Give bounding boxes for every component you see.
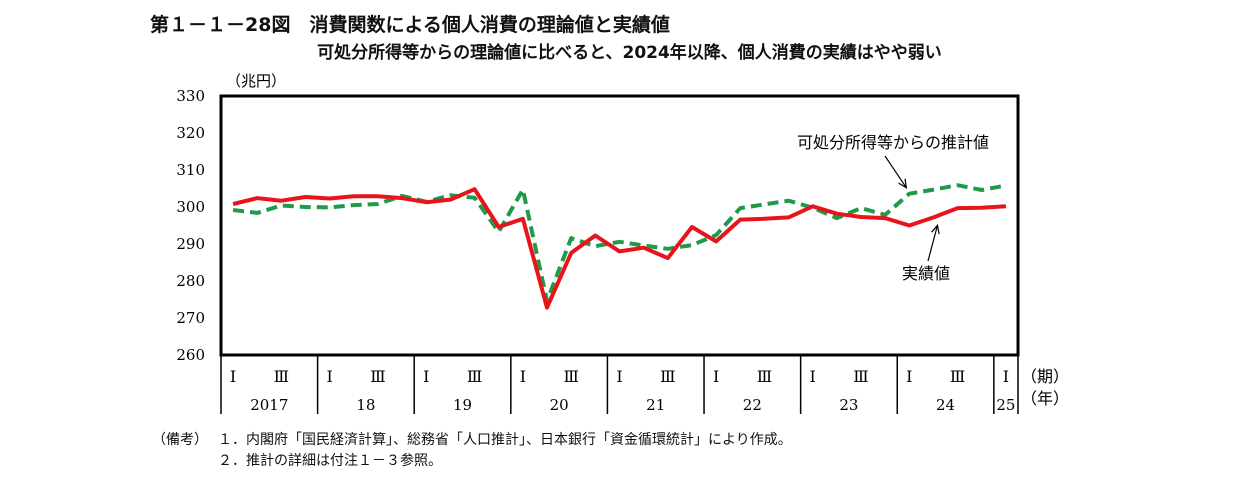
annotation-estimate-label: 可処分所得等からの推計値	[797, 133, 989, 152]
x-quarter-label: Ⅰ	[520, 367, 526, 386]
x-year-label: 21	[646, 396, 665, 414]
x-quarter-label: Ⅲ	[467, 367, 482, 386]
figure-title: 第１－１－28図 消費関数による個人消費の理論値と実績値	[150, 14, 670, 36]
x-year-label: 18	[356, 396, 375, 414]
y-tick-label: 270	[176, 309, 205, 327]
y-axis-unit-label: （兆円）	[226, 72, 286, 90]
figure-subtitle: 可処分所得等からの理論値に比べると、2024年以降、個人消費の実績はやや弱い	[317, 43, 942, 63]
x-quarter-label: Ⅰ	[906, 367, 912, 386]
x-period-unit-label: （期）	[1021, 367, 1069, 386]
x-quarter-label: Ⅰ	[230, 367, 236, 386]
x-quarter-label: Ⅰ	[327, 367, 333, 386]
x-year-label: 2017	[250, 396, 288, 414]
series-group	[232, 183, 1007, 310]
notes-label: （備考）	[152, 432, 208, 448]
annotation-actual-arrow	[927, 225, 939, 262]
y-tick-label: 300	[176, 198, 205, 216]
y-axis-ticks: 260 270 280 290 300 310 320 330	[176, 87, 205, 364]
x-quarter-label: Ⅲ	[660, 367, 675, 386]
y-tick-label: 320	[176, 124, 205, 142]
x-quarter-label: Ⅰ	[713, 367, 719, 386]
x-quarter-label: Ⅰ	[616, 367, 622, 386]
x-quarter-label: Ⅲ	[563, 367, 578, 386]
annotation-estimate-arrow	[884, 155, 907, 189]
annotation-actual-label: 実績値	[902, 264, 950, 283]
x-quarter-label: Ⅰ	[810, 367, 816, 386]
x-quarter-label: Ⅲ	[274, 367, 289, 386]
notes: （備考） １．内閣府「国民経済計算」、総務省「人口推計」、日本銀行「資金循環統計…	[152, 430, 792, 472]
x-quarter-label: Ⅲ	[950, 367, 965, 386]
x-year-label: 19	[453, 396, 472, 414]
y-tick-label: 290	[176, 235, 205, 253]
y-tick-label: 310	[176, 161, 205, 179]
series-line-actual	[232, 187, 1007, 310]
x-quarter-label: Ⅲ	[757, 367, 772, 386]
y-tick-label: 260	[176, 346, 205, 364]
x-quarter-label: Ⅲ	[370, 367, 385, 386]
note-item-2: ２．推計の詳細は付注１－３参照。	[218, 453, 442, 469]
x-axis: Ⅰ Ⅲ Ⅰ Ⅲ Ⅰ Ⅲ Ⅰ Ⅲ Ⅰ Ⅲ Ⅰ Ⅲ Ⅰ Ⅲ Ⅰ Ⅲ Ⅰ 2017 18 19 20 21 22 23 24 25 （期）…	[220, 355, 1069, 414]
x-year-unit-label: （年）	[1021, 389, 1069, 408]
x-year-label: 22	[743, 396, 762, 414]
x-year-label: 20	[550, 396, 569, 414]
x-quarter-label: Ⅰ	[1003, 367, 1009, 386]
y-tick-label: 330	[176, 87, 205, 105]
note-row-2: ２．推計の詳細は付注１－３参照。	[152, 451, 792, 472]
annotation-actual-arrow-head	[931, 224, 940, 235]
note-row-1: （備考） １．内閣府「国民経済計算」、総務省「人口推計」、日本銀行「資金循環統計…	[152, 430, 792, 451]
x-quarter-label: Ⅲ	[853, 367, 868, 386]
x-quarter-label: Ⅰ	[423, 367, 429, 386]
y-tick-label: 280	[176, 272, 205, 290]
plot-area-frame	[219, 94, 1020, 357]
series-line-estimate	[232, 183, 1007, 303]
x-year-label: 25	[996, 396, 1015, 414]
x-year-label: 23	[839, 396, 858, 414]
annotation-estimate-arrow-head	[898, 178, 908, 189]
x-year-label: 24	[936, 396, 955, 414]
note-item-1: １．内閣府「国民経済計算」、総務省「人口推計」、日本銀行「資金循環統計」により作…	[218, 432, 792, 448]
